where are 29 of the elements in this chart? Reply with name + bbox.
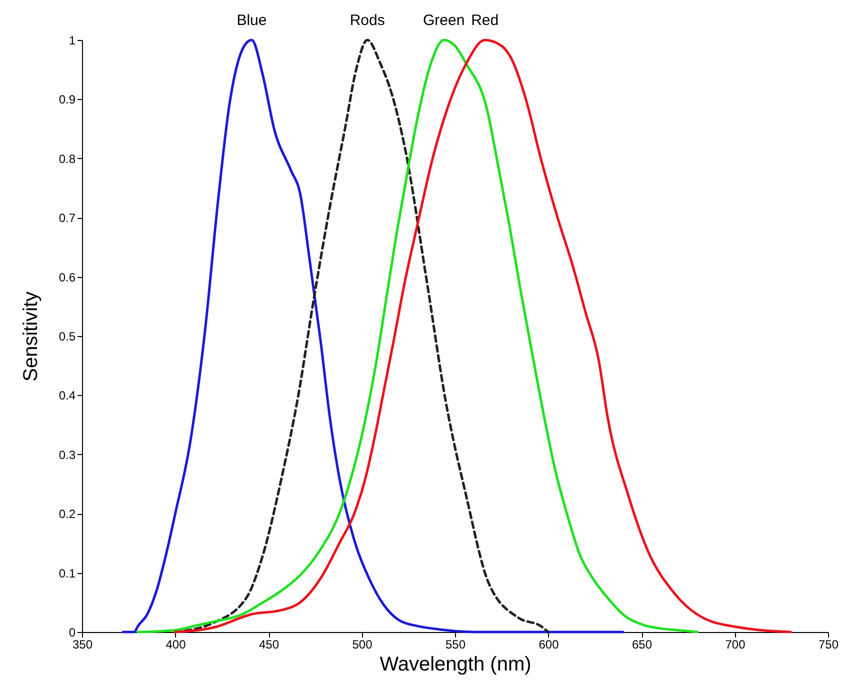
series-label: Red <box>471 12 499 29</box>
x-tick-label: 350 <box>72 638 93 652</box>
series-label: Green <box>422 12 465 29</box>
series-label: Rods <box>350 12 385 29</box>
y-tick-label: 0.6 <box>58 270 76 284</box>
x-tick-label: 400 <box>166 638 186 652</box>
series-label: Blue <box>236 12 267 29</box>
y-tick-label: 0.3 <box>58 448 76 462</box>
x-tick-label: 750 <box>818 638 839 652</box>
y-tick-label: 0.2 <box>58 507 76 522</box>
y-tick-label: 0.9 <box>58 92 76 107</box>
x-tick-label: 450 <box>258 638 280 652</box>
y-tick-label: 0.5 <box>58 330 76 344</box>
line-series <box>136 38 699 634</box>
y-tick-label: 0.4 <box>58 388 76 403</box>
x-tick-label: 700 <box>725 638 746 652</box>
x-tick-label: 600 <box>538 638 560 652</box>
y-tick-label: 0.1 <box>58 566 76 580</box>
x-tick-label: 650 <box>632 638 652 652</box>
y-tick-label: 0.8 <box>58 152 76 166</box>
y-axis-title: Sensitivity <box>20 291 42 382</box>
x-axis-title: Wavelength (nm) <box>380 654 532 676</box>
y-tick-label: 0 <box>68 626 76 640</box>
line-series <box>122 38 624 634</box>
line-series <box>174 38 792 634</box>
y-tick-label: 1 <box>68 34 76 48</box>
x-tick-label: 550 <box>445 638 466 652</box>
y-tick-label: 0.7 <box>58 211 76 226</box>
x-tick-label: 500 <box>352 638 373 652</box>
